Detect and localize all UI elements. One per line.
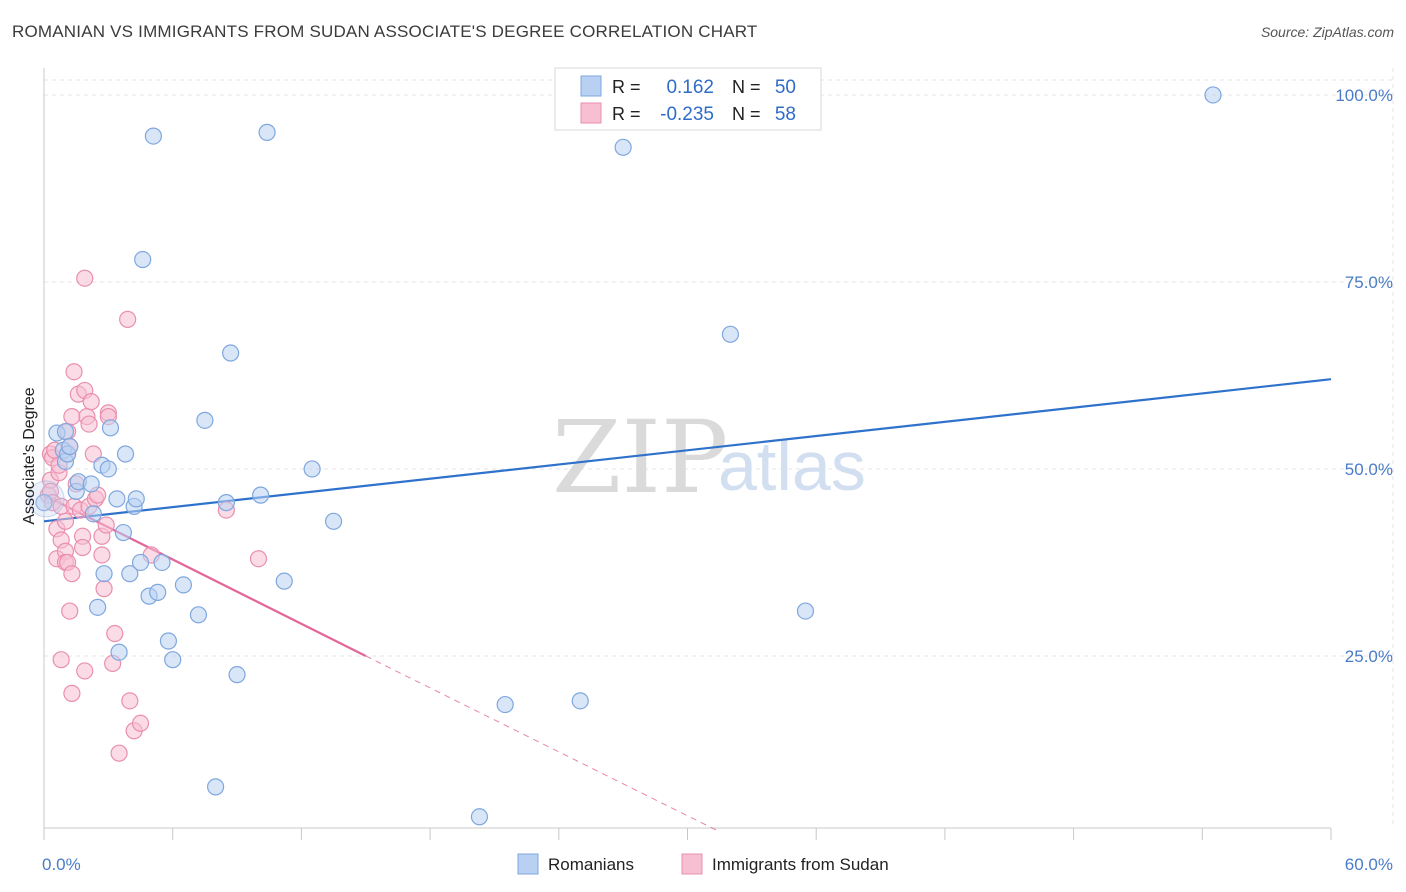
- romanians-cluster-marker: [27, 480, 65, 518]
- sudan-point-13: [52, 651, 70, 669]
- romanians-point-22: [127, 490, 145, 508]
- romanians-point-23: [131, 553, 150, 572]
- romanians-point-36: [222, 344, 240, 362]
- chart-title: ROMANIAN VS IMMIGRANTS FROM SUDAN ASSOCI…: [12, 22, 758, 41]
- romanians-point-38: [252, 486, 270, 504]
- sudan-point-31: [74, 538, 92, 557]
- romanians-point-41: [303, 460, 321, 478]
- sudan-point-45: [97, 516, 115, 534]
- romanians-point-15: [101, 419, 120, 437]
- sudan-point-22: [63, 408, 81, 426]
- legend-n-label-1: N =: [732, 77, 761, 97]
- source-credit: Source: ZipAtlas.com: [1260, 24, 1394, 40]
- romanians-point-34: [207, 778, 225, 796]
- romanians-point-11: [89, 598, 107, 616]
- romanians-point-45: [571, 692, 589, 710]
- sudan-point-32: [76, 269, 94, 287]
- sudan-point-57: [249, 550, 268, 568]
- tick-labels: 100.0% 75.0% 50.0% 25.0% 0.0% 60.0%: [42, 86, 1393, 874]
- romanians-point-19: [116, 445, 135, 463]
- legend-r-value-1: 0.162: [666, 77, 714, 98]
- y-axis-label: Associate's Degree: [21, 387, 38, 524]
- x-tick-label-1: 60.0%: [1345, 855, 1393, 874]
- sudan-point-49: [106, 624, 124, 643]
- romanians-point-40: [275, 572, 293, 590]
- romanians-point-17: [110, 643, 128, 661]
- watermark-atlas: atlas: [718, 427, 866, 505]
- romanians-point-29: [159, 632, 178, 650]
- legend-r-label-1: R =: [612, 77, 641, 97]
- sudan-point-50: [110, 744, 128, 762]
- bottom-legend-swatch-romanians: [517, 853, 539, 875]
- romanians-point-4: [56, 422, 75, 441]
- y-tick-label-1: 75.0%: [1345, 273, 1393, 292]
- sudan-point-23: [63, 565, 81, 583]
- romanians-point-43: [470, 808, 489, 826]
- romanians-point-32: [189, 606, 208, 624]
- romanians-point-49: [1204, 86, 1222, 104]
- romanians-point-6: [61, 437, 79, 456]
- romanians-point-39: [258, 123, 276, 141]
- romanians-point-48: [796, 602, 815, 620]
- watermark: ZIP atlas: [552, 399, 866, 516]
- legend-r-value-2: -0.235: [660, 104, 714, 125]
- romanians-point-14: [99, 460, 117, 478]
- sudan-point-42: [93, 546, 111, 564]
- series-romanians: [27, 86, 1222, 826]
- y-tick-label-0: 100.0%: [1335, 86, 1393, 105]
- sudan-point-37: [80, 415, 98, 433]
- sudan-point-24: [63, 684, 81, 702]
- axes: [43, 68, 1332, 840]
- x-tick-label-0: 0.0%: [42, 855, 81, 874]
- sudan-point-54: [131, 714, 150, 732]
- correlation-legend: R = 0.162 N = 50 R = -0.235 N = 58: [554, 67, 822, 131]
- romanians-point-0: [35, 494, 53, 512]
- series-legend: Romanians Immigrants from Sudan: [517, 853, 889, 875]
- romanians-point-24: [134, 250, 152, 269]
- sudan-point-44: [95, 580, 113, 598]
- bottom-legend-sudan: Immigrants from Sudan: [712, 855, 889, 874]
- romanians-point-20: [121, 565, 139, 583]
- y-tick-label-2: 50.0%: [1345, 460, 1393, 479]
- romanians-point-10: [84, 505, 102, 523]
- sudan-point-38: [82, 393, 100, 411]
- romanians-point-27: [149, 583, 167, 601]
- legend-n-value-1: 50: [775, 77, 796, 98]
- watermark-zip: ZIP: [552, 399, 728, 516]
- romanians-point-37: [228, 666, 246, 684]
- romanians-point-26: [144, 127, 162, 145]
- romanians-point-33: [196, 411, 214, 429]
- romanians-point-47: [721, 325, 740, 343]
- trend-line-sudan-extension: [365, 655, 720, 833]
- bottom-legend-swatch-sudan: [681, 853, 703, 875]
- romanians-point-28: [153, 553, 171, 572]
- romanians-point-31: [174, 576, 193, 594]
- romanians-point-18: [114, 523, 132, 542]
- legend-r-label-2: R =: [612, 104, 641, 124]
- legend-n-label-2: N =: [732, 104, 761, 124]
- romanians-point-13: [95, 565, 113, 583]
- romanians-point-42: [324, 512, 343, 530]
- sudan-point-52: [121, 692, 139, 710]
- series-immigrants-from-sudan: [39, 269, 268, 762]
- sudan-point-34: [76, 662, 94, 680]
- romanians-point-44: [496, 695, 514, 714]
- legend-swatch-blue: [580, 75, 602, 97]
- romanians-point-16: [108, 490, 126, 508]
- romanians-point-46: [614, 138, 632, 156]
- sudan-point-21: [61, 602, 79, 620]
- legend-n-value-2: 58: [775, 104, 796, 125]
- sudan-point-25: [65, 363, 83, 381]
- bottom-legend-romanians: Romanians: [548, 855, 634, 874]
- sudan-point-15: [56, 512, 75, 530]
- romanians-point-30: [164, 651, 182, 669]
- romanians-point-35: [217, 494, 235, 512]
- romanians-point-9: [82, 475, 100, 493]
- legend-swatch-pink: [580, 102, 602, 124]
- y-tick-label-3: 25.0%: [1345, 647, 1393, 666]
- sudan-point-51: [119, 310, 137, 328]
- trend-line-sudan: [43, 494, 367, 657]
